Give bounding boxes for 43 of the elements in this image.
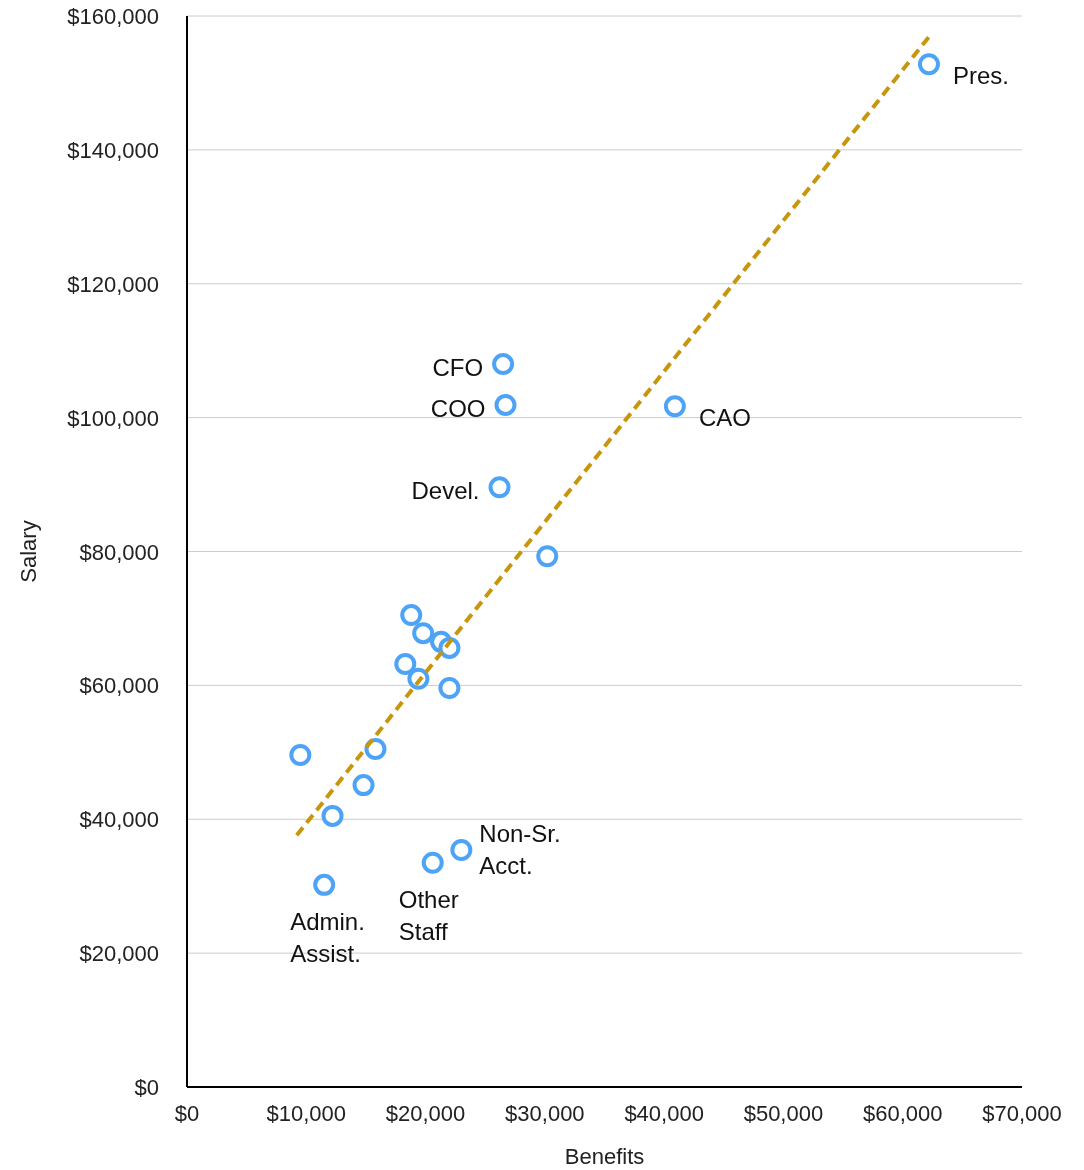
point: [321, 804, 344, 827]
y-tick-label: $120,000: [67, 271, 159, 297]
annotation: Other Staff: [398, 885, 459, 945]
point: [412, 622, 435, 645]
x-tick-label: $20,000: [385, 1101, 466, 1126]
point: [917, 53, 940, 76]
point: [536, 545, 559, 568]
y-tick-label: $20,000: [79, 941, 159, 967]
annotation: Devel.: [411, 477, 480, 505]
point: [494, 393, 517, 416]
x-tick-label: $50,000: [743, 1101, 824, 1126]
point: [450, 839, 473, 862]
x-tick-label: $70,000: [982, 1101, 1062, 1126]
y-tick-label: $100,000: [67, 405, 159, 431]
y-tick-label: $140,000: [67, 137, 159, 163]
y-tick-label: $160,000: [67, 4, 159, 29]
y-tick-label: $40,000: [79, 807, 159, 833]
annotation: Admin. Assist.: [290, 907, 365, 967]
x-axis-title: Benefits: [564, 1144, 645, 1169]
point: [313, 873, 336, 896]
x-tick-label: $40,000: [624, 1101, 704, 1126]
annotation: Pres.: [952, 62, 1009, 90]
annotation: CAO: [698, 404, 751, 432]
point: [400, 604, 423, 627]
point: [394, 652, 417, 675]
y-tick-label: $80,000: [79, 539, 159, 565]
point: [289, 743, 312, 766]
annotation: Non-Sr. Acct.: [479, 820, 561, 880]
point: [421, 851, 444, 874]
y-tick-label: $0: [134, 1075, 159, 1100]
x-tick-label: $30,000: [505, 1101, 585, 1126]
point: [488, 476, 511, 499]
point: [438, 677, 461, 700]
annotation: COO: [430, 394, 486, 422]
y-tick-label: $60,000: [79, 673, 159, 699]
annotation: CFO: [432, 354, 484, 382]
point: [352, 774, 375, 797]
y-axis-title: Salary: [16, 520, 41, 583]
x-tick-label: $60,000: [862, 1101, 943, 1126]
point: [663, 395, 686, 418]
x-tick-label: $0: [174, 1101, 200, 1126]
point: [492, 353, 515, 376]
x-tick-label: $10,000: [266, 1101, 347, 1126]
